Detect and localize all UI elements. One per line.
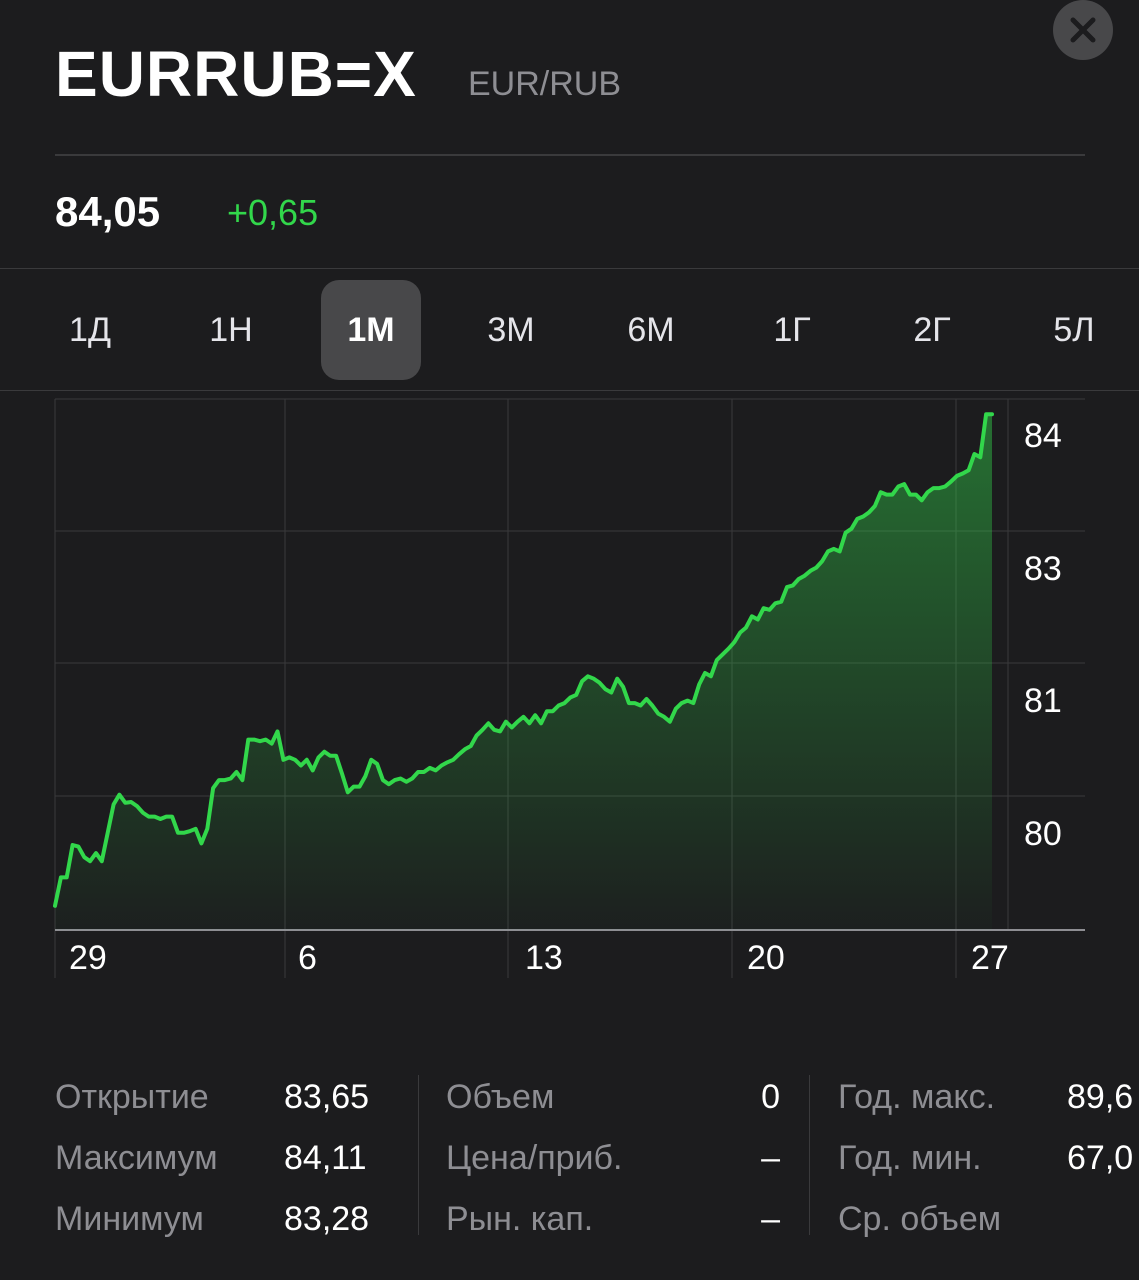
header-divider — [55, 154, 1085, 156]
stat-value-pe: – — [761, 1139, 780, 1177]
stat-label-volume: Объем — [446, 1078, 555, 1116]
stat-label-high: Максимум — [55, 1139, 218, 1177]
x-tick-label: 29 — [69, 939, 107, 977]
x-tick-label: 27 — [971, 939, 1009, 977]
stat-value-mktcap: – — [761, 1200, 780, 1238]
stat-label-pe: Цена/приб. — [446, 1139, 623, 1177]
y-tick-label: 80 — [1024, 815, 1062, 853]
price-chart[interactable]: 84 83 81 80 29 6 13 20 27 — [0, 391, 1139, 991]
stats-table: Открытие 83,65 Максимум 84,11 Минимум 83… — [0, 1070, 1139, 1270]
tab-1d[interactable]: 1Д — [69, 310, 111, 349]
tab-1w[interactable]: 1Н — [209, 310, 253, 349]
tab-3m[interactable]: 3М — [487, 310, 535, 349]
y-tick-label: 81 — [1024, 682, 1062, 720]
tab-2y[interactable]: 2Г — [913, 310, 951, 349]
x-tick-label: 6 — [298, 939, 317, 977]
price-line — [53, 412, 994, 908]
price-change: +0,65 — [227, 192, 319, 233]
tab-1y[interactable]: 1Г — [773, 310, 811, 349]
ticker-symbol: EURRUB=X — [55, 38, 417, 110]
tab-6m[interactable]: 6М — [627, 310, 675, 349]
range-tabs: 1Д 1Н 1М 3М 6М 1Г 2Г 5Л — [0, 280, 1139, 380]
stats-separator — [418, 1075, 419, 1235]
tab-5y[interactable]: 5Л — [1053, 310, 1095, 349]
stat-label-low: Минимум — [55, 1200, 204, 1238]
tabs-divider-top — [0, 268, 1139, 269]
stat-label-year-low: Год. мин. — [838, 1139, 982, 1177]
stat-label-year-high: Год. макс. — [838, 1078, 996, 1116]
stats-separator — [809, 1075, 810, 1235]
price-chart-svg: 84 83 81 80 29 6 13 20 27 — [53, 398, 1085, 978]
tabs-divider-bottom — [0, 390, 1139, 391]
stat-value-year-low: 67,0 — [1067, 1139, 1134, 1177]
stat-value-low: 83,28 — [284, 1200, 370, 1238]
tab-1m[interactable]: 1М — [321, 280, 421, 380]
stat-label-open: Открытие — [55, 1078, 209, 1116]
close-button[interactable] — [1053, 0, 1113, 60]
y-tick-label: 84 — [1024, 417, 1062, 455]
stat-label-mktcap: Рын. кап. — [446, 1200, 594, 1238]
stat-label-avg-volume: Ср. объем — [838, 1200, 1002, 1238]
currency-pair: EUR/RUB — [468, 65, 622, 103]
stat-value-volume: 0 — [761, 1078, 780, 1116]
price-area-fill — [55, 414, 992, 930]
x-tick-label: 20 — [747, 939, 785, 977]
stat-value-high: 84,11 — [284, 1139, 367, 1177]
x-tick-label: 13 — [525, 939, 563, 977]
close-icon — [1070, 17, 1096, 43]
y-tick-label: 83 — [1024, 550, 1062, 588]
stat-value-open: 83,65 — [284, 1078, 370, 1116]
stat-value-year-high: 89,6 — [1067, 1078, 1134, 1116]
current-price: 84,05 — [55, 188, 161, 235]
